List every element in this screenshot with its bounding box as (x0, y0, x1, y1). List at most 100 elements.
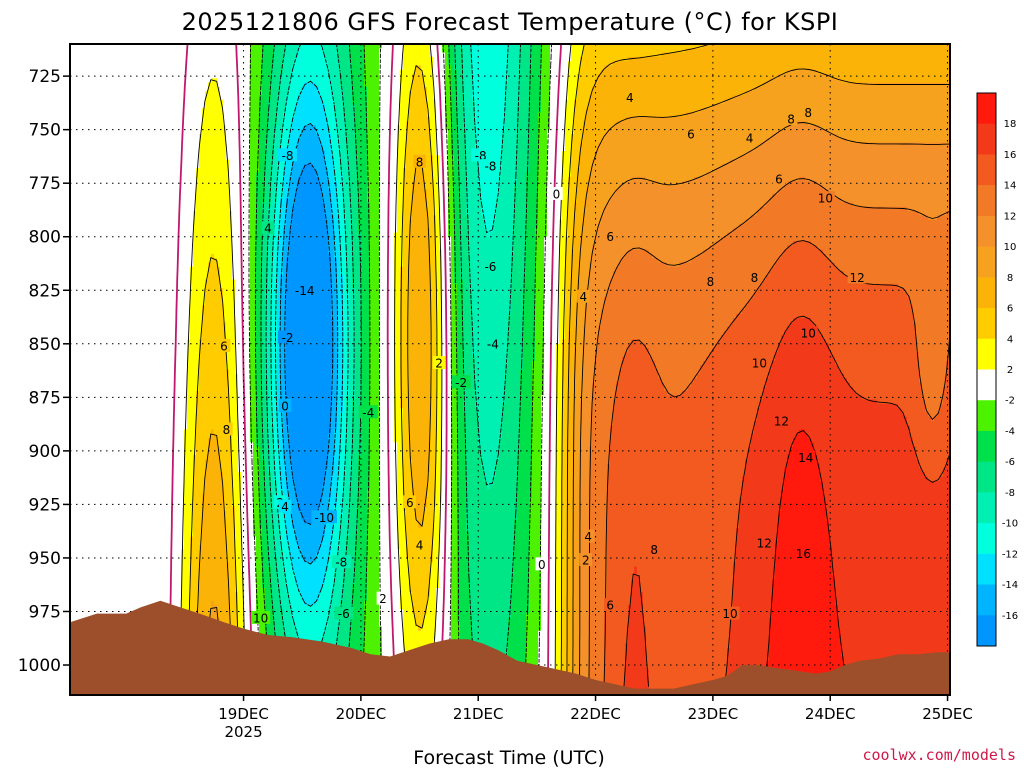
temperature-band (739, 95, 743, 156)
temperature-band (655, 56, 659, 118)
temperature-band (472, 44, 476, 101)
temperature-band (946, 82, 950, 144)
temperature-band (940, 82, 944, 144)
x-tick-year: 2025 (224, 723, 262, 741)
temperature-band (439, 44, 443, 251)
temperature-band (340, 44, 344, 88)
contour-label: 0 (538, 558, 546, 572)
temperature-band (655, 116, 659, 182)
temperature-band (619, 185, 623, 264)
contour-label: -8 (335, 556, 347, 570)
chart-title: 2025121806 GFS Forecast Temperature (°C)… (182, 8, 839, 36)
temperature-band (910, 438, 914, 695)
temperature-band (667, 44, 671, 54)
temperature-band (265, 44, 269, 144)
temperature-band (787, 125, 791, 182)
temperature-band (169, 44, 173, 695)
temperature-band (343, 116, 347, 216)
temperature-band (103, 44, 107, 695)
temperature-band (331, 369, 335, 473)
temperature-band (808, 181, 812, 242)
temperature-band (517, 44, 521, 105)
isotherm-below-zero (248, 44, 553, 687)
temperature-band (313, 82, 317, 126)
temperature-band (664, 52, 668, 118)
temperature-band (592, 44, 596, 88)
temperature-band (451, 155, 455, 695)
temperature-band (520, 44, 524, 371)
contour-label: 4 (281, 500, 289, 514)
temperature-band (775, 262, 779, 353)
temperature-band (670, 185, 674, 268)
temperature-band (784, 44, 788, 75)
temperature-band (358, 44, 362, 234)
temperature-band (739, 223, 743, 315)
contour-label-bg (535, 557, 549, 571)
temperature-band (412, 44, 416, 75)
contour-label-bg (432, 356, 446, 370)
temperature-band (826, 343, 830, 521)
temperature-band (616, 61, 620, 122)
temperature-band (760, 86, 764, 144)
temperature-band (853, 390, 857, 695)
contour-label: 6 (220, 339, 228, 353)
y-tick-label: 925 (29, 495, 61, 515)
temperature-band (691, 112, 695, 182)
temperature-band (847, 82, 851, 144)
temperature-band (790, 44, 794, 71)
temperature-band (718, 168, 722, 242)
temperature-band (337, 44, 341, 62)
temperature-band (160, 44, 164, 695)
temperature-band (616, 189, 620, 268)
contour-label-bg (278, 499, 292, 513)
temperature-band (796, 69, 800, 122)
temperature-band (451, 44, 455, 156)
temperature-band (628, 44, 632, 58)
temperature-band (706, 172, 710, 251)
temperature-band (688, 112, 692, 182)
temperature-band (364, 44, 368, 88)
contour-label-bg (577, 289, 590, 303)
temperature-band (703, 249, 707, 362)
temperature-band (805, 121, 809, 182)
temperature-band (634, 566, 638, 695)
temperature-band (232, 506, 236, 695)
temperature-band (649, 44, 653, 58)
temperature-band (892, 82, 896, 144)
temperature-band (880, 206, 884, 285)
temperature-band (721, 103, 725, 165)
temperature-band (262, 459, 266, 589)
contour-label-bg (748, 270, 761, 284)
temperature-band (481, 215, 485, 469)
temperature-band (721, 163, 725, 238)
temperature-band (304, 163, 308, 525)
temperature-band (874, 206, 878, 285)
temperature-band (868, 142, 872, 208)
contour-label-bg (278, 398, 292, 412)
temperature-band (682, 52, 686, 118)
temperature-band (337, 61, 341, 139)
temperature-band (892, 403, 896, 695)
temperature-band (319, 142, 323, 186)
temperature-band (205, 91, 209, 281)
temperature-band (808, 241, 812, 319)
temperature-band (571, 44, 575, 135)
temperature-band (298, 138, 302, 178)
temperature-band (535, 228, 539, 695)
isotherm-below-zero (284, 162, 334, 525)
temperature-band (736, 228, 740, 315)
temperature-band (781, 73, 785, 131)
temperature-band (586, 288, 590, 695)
contour-label-bg (754, 535, 774, 549)
temperature-band (145, 44, 149, 695)
temperature-band (460, 48, 464, 281)
temperature-band (826, 44, 830, 75)
temperature-band (604, 206, 608, 298)
temperature-band (676, 116, 680, 186)
temperature-band (817, 185, 821, 251)
temperature-band (346, 151, 350, 294)
temperature-band (319, 502, 323, 546)
temperature-band (271, 519, 275, 606)
temperature-band (682, 116, 686, 182)
temperature-band (472, 356, 476, 666)
